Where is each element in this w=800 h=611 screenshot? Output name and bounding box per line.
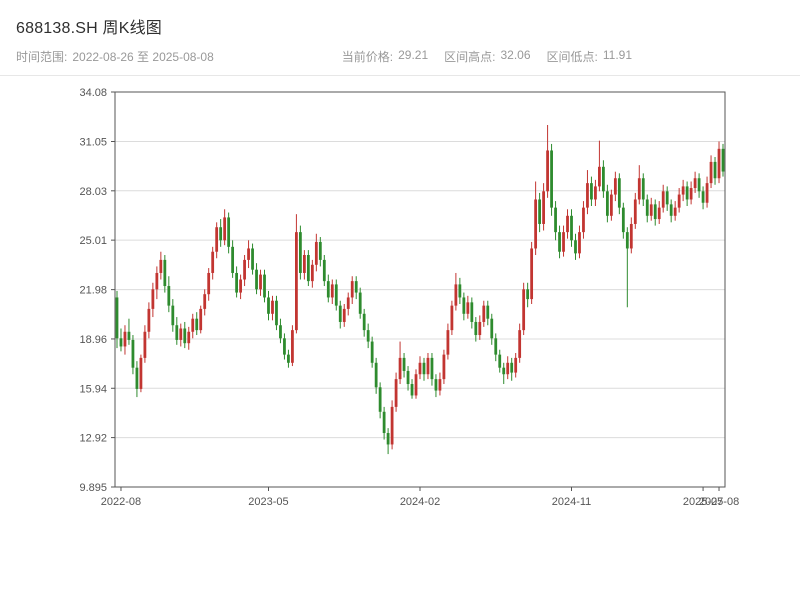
page-title: 688138.SH 周K线图 bbox=[16, 20, 162, 37]
range-low-label: 区间低点: bbox=[546, 50, 598, 64]
svg-text:2024-02: 2024-02 bbox=[400, 496, 440, 508]
kline-chart: 9.895 12.92 15.94 18.96 21.98 25.01 28.03 31.05… bbox=[79, 87, 739, 508]
svg-text:31.05: 31.05 bbox=[79, 136, 107, 148]
svg-text:2025-07: 2025-07 bbox=[683, 496, 723, 508]
range-low-stat: 区间低点: 11.91 bbox=[547, 48, 632, 65]
svg-text:21.98: 21.98 bbox=[79, 285, 107, 297]
range-high-value: 32.06 bbox=[500, 48, 531, 62]
time-range: 时间范围: 2022-08-26 至 2025-08-08 bbox=[16, 48, 214, 65]
price-stats: 当前价格: 29.21 区间高点: 32.06 区间低点: 11.91 bbox=[342, 48, 632, 65]
time-range-value: 2022-08-26 至 2025-08-08 bbox=[72, 50, 214, 64]
svg-text:12.92: 12.92 bbox=[79, 433, 107, 445]
current-price-stat: 当前价格: 29.21 bbox=[342, 48, 428, 65]
svg-text:2023-05: 2023-05 bbox=[248, 496, 288, 508]
chart-subtitle-row: 时间范围: 2022-08-26 至 2025-08-08 当前价格: 29.2… bbox=[16, 48, 784, 65]
time-range-label: 时间范围: bbox=[16, 50, 68, 64]
svg-text:9.895: 9.895 bbox=[79, 482, 107, 494]
chart-header: 688138.SH 周K线图 时间范围: 2022-08-26 至 2025-0… bbox=[0, 0, 800, 65]
range-high-label: 区间高点: bbox=[444, 50, 496, 64]
current-price-value: 29.21 bbox=[398, 48, 429, 62]
svg-text:15.94: 15.94 bbox=[79, 383, 107, 395]
svg-text:2024-11: 2024-11 bbox=[552, 496, 592, 508]
header-divider bbox=[0, 75, 800, 76]
svg-text:25.01: 25.01 bbox=[79, 235, 107, 247]
svg-text:28.03: 28.03 bbox=[79, 186, 107, 198]
chart-area: 9.895 12.92 15.94 18.96 21.98 25.01 28.03 31.05… bbox=[0, 76, 800, 611]
range-high-stat: 区间高点: 32.06 bbox=[444, 48, 530, 65]
svg-text:34.08: 34.08 bbox=[79, 87, 107, 99]
svg-text:2025-08: 2025-08 bbox=[699, 496, 739, 508]
current-price-label: 当前价格: bbox=[341, 50, 394, 64]
svg-text:2022-08: 2022-08 bbox=[101, 496, 141, 508]
range-low-value: 11.91 bbox=[602, 48, 633, 62]
svg-text:18.96: 18.96 bbox=[79, 334, 107, 346]
